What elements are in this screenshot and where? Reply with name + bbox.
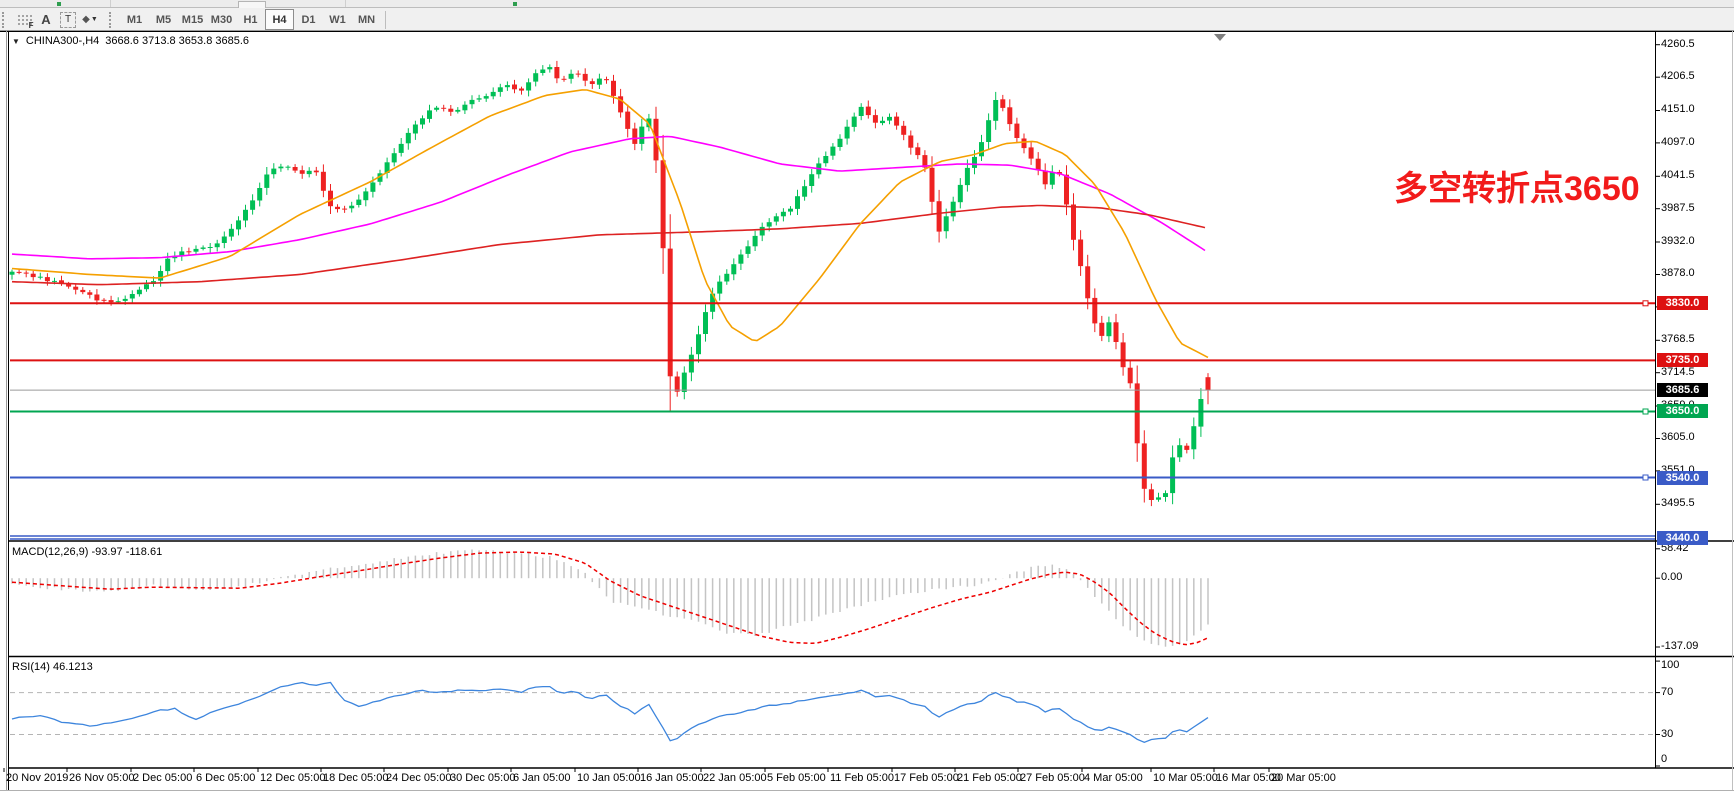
timeframe-toolbar: M1 M5 M15 M30 H1 H4 D1 W1 MN <box>120 9 381 30</box>
text-icon: A <box>41 12 51 27</box>
chart-window <box>0 31 1734 792</box>
chevron-down-icon[interactable]: ▼ <box>90 16 98 23</box>
timeframe-button-mn[interactable]: MN <box>357 13 376 26</box>
text-label-icon: T <box>60 11 76 28</box>
toolbar-separator <box>345 0 346 7</box>
chart-toolbar: F A T ◆ ▼ M1 M5 M15 M30 H1 H4 D1 W1 MN <box>0 8 1734 31</box>
arrows-tool-button[interactable]: ◆ ▼ <box>80 10 100 30</box>
timeframe-button-m5[interactable]: M5 <box>155 13 172 26</box>
toolbar-separator <box>385 10 386 29</box>
timeframe-button-m1[interactable]: M1 <box>126 13 143 26</box>
toolbar-indicator-dot <box>513 2 517 6</box>
toolbar-grip[interactable] <box>109 11 117 28</box>
clipped-toolbar-row <box>0 0 1734 9</box>
toolbar-grip[interactable] <box>2 11 10 28</box>
toolbar-indicator-dot <box>57 2 61 6</box>
draw-text-label-button[interactable]: T <box>58 10 78 30</box>
timeframe-button-m30[interactable]: M30 <box>210 13 233 26</box>
timeframe-button-h1[interactable]: H1 <box>243 13 258 26</box>
timeframe-button-h4[interactable]: H4 <box>265 9 294 30</box>
timeframe-button-m15[interactable]: M15 <box>181 13 204 26</box>
timeframe-button-w1[interactable]: W1 <box>329 13 346 26</box>
arrows-icon: ◆ <box>82 14 90 25</box>
fibonacci-icon: F <box>16 13 34 30</box>
toolbar-separator <box>110 0 111 7</box>
draw-text-button[interactable]: A <box>36 10 56 30</box>
timeframe-button-d1[interactable]: D1 <box>301 13 316 26</box>
fibonacci-tool-button[interactable]: F <box>14 10 34 30</box>
